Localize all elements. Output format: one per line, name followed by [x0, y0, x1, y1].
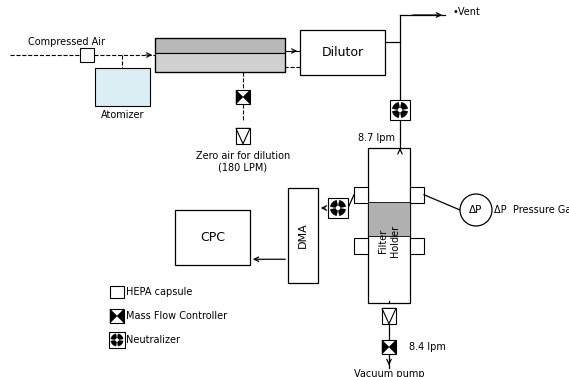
Polygon shape	[382, 308, 396, 324]
Bar	[288, 188, 318, 283]
Wedge shape	[117, 334, 123, 340]
Bar	[410, 187, 424, 203]
Bar	[382, 308, 396, 324]
Bar	[410, 238, 424, 254]
Text: CPC: CPC	[200, 231, 225, 244]
Circle shape	[336, 206, 340, 210]
Wedge shape	[117, 340, 123, 346]
Text: 8.4 lpm: 8.4 lpm	[409, 342, 446, 352]
Text: Atomizer: Atomizer	[101, 110, 145, 120]
Wedge shape	[338, 208, 346, 216]
Circle shape	[116, 338, 119, 342]
Bar	[328, 198, 348, 218]
Bar	[354, 238, 368, 254]
Text: Neutralizer: Neutralizer	[126, 335, 180, 345]
Text: 8.7 lpm: 8.7 lpm	[358, 133, 395, 143]
Bar	[95, 68, 150, 106]
Bar	[109, 332, 125, 348]
Wedge shape	[338, 200, 346, 208]
Wedge shape	[400, 110, 407, 118]
Bar	[155, 53, 285, 72]
Text: Vacuum pump: Vacuum pump	[354, 369, 424, 377]
Polygon shape	[236, 90, 243, 104]
Text: Filter
Holder: Filter Holder	[378, 225, 400, 257]
Text: DMA: DMA	[298, 223, 308, 248]
Text: •Vent: •Vent	[453, 7, 481, 17]
Bar	[175, 210, 250, 265]
Circle shape	[398, 108, 402, 112]
Bar	[368, 202, 410, 236]
Bar	[354, 187, 368, 203]
Wedge shape	[111, 334, 117, 340]
Bar	[80, 48, 94, 62]
Bar	[300, 30, 385, 75]
Text: Dilutor: Dilutor	[321, 46, 364, 59]
Wedge shape	[400, 102, 407, 110]
Polygon shape	[382, 340, 389, 354]
Bar	[110, 309, 124, 323]
Text: Compressed Air: Compressed Air	[28, 37, 105, 47]
Wedge shape	[392, 102, 400, 110]
Bar	[390, 100, 410, 120]
Polygon shape	[110, 309, 117, 323]
Wedge shape	[331, 200, 338, 208]
Text: ΔP: ΔP	[469, 205, 483, 215]
Bar	[368, 148, 410, 303]
Text: Mass Flow Controller: Mass Flow Controller	[126, 311, 227, 321]
Bar	[155, 38, 285, 53]
Circle shape	[460, 194, 492, 226]
Text: Zero air for dilution
(180 LPM): Zero air for dilution (180 LPM)	[196, 151, 290, 173]
Text: HEPA capsule: HEPA capsule	[126, 287, 192, 297]
Polygon shape	[117, 309, 124, 323]
Polygon shape	[389, 340, 396, 354]
Wedge shape	[111, 340, 117, 346]
Text: ΔP  Pressure Gauge: ΔP Pressure Gauge	[494, 205, 569, 215]
Wedge shape	[331, 208, 338, 216]
Bar	[155, 38, 285, 72]
Bar	[236, 129, 250, 144]
Bar	[382, 340, 396, 354]
Polygon shape	[236, 129, 250, 144]
Bar	[110, 286, 124, 298]
Bar	[236, 90, 250, 104]
Wedge shape	[392, 110, 400, 118]
Polygon shape	[243, 90, 250, 104]
